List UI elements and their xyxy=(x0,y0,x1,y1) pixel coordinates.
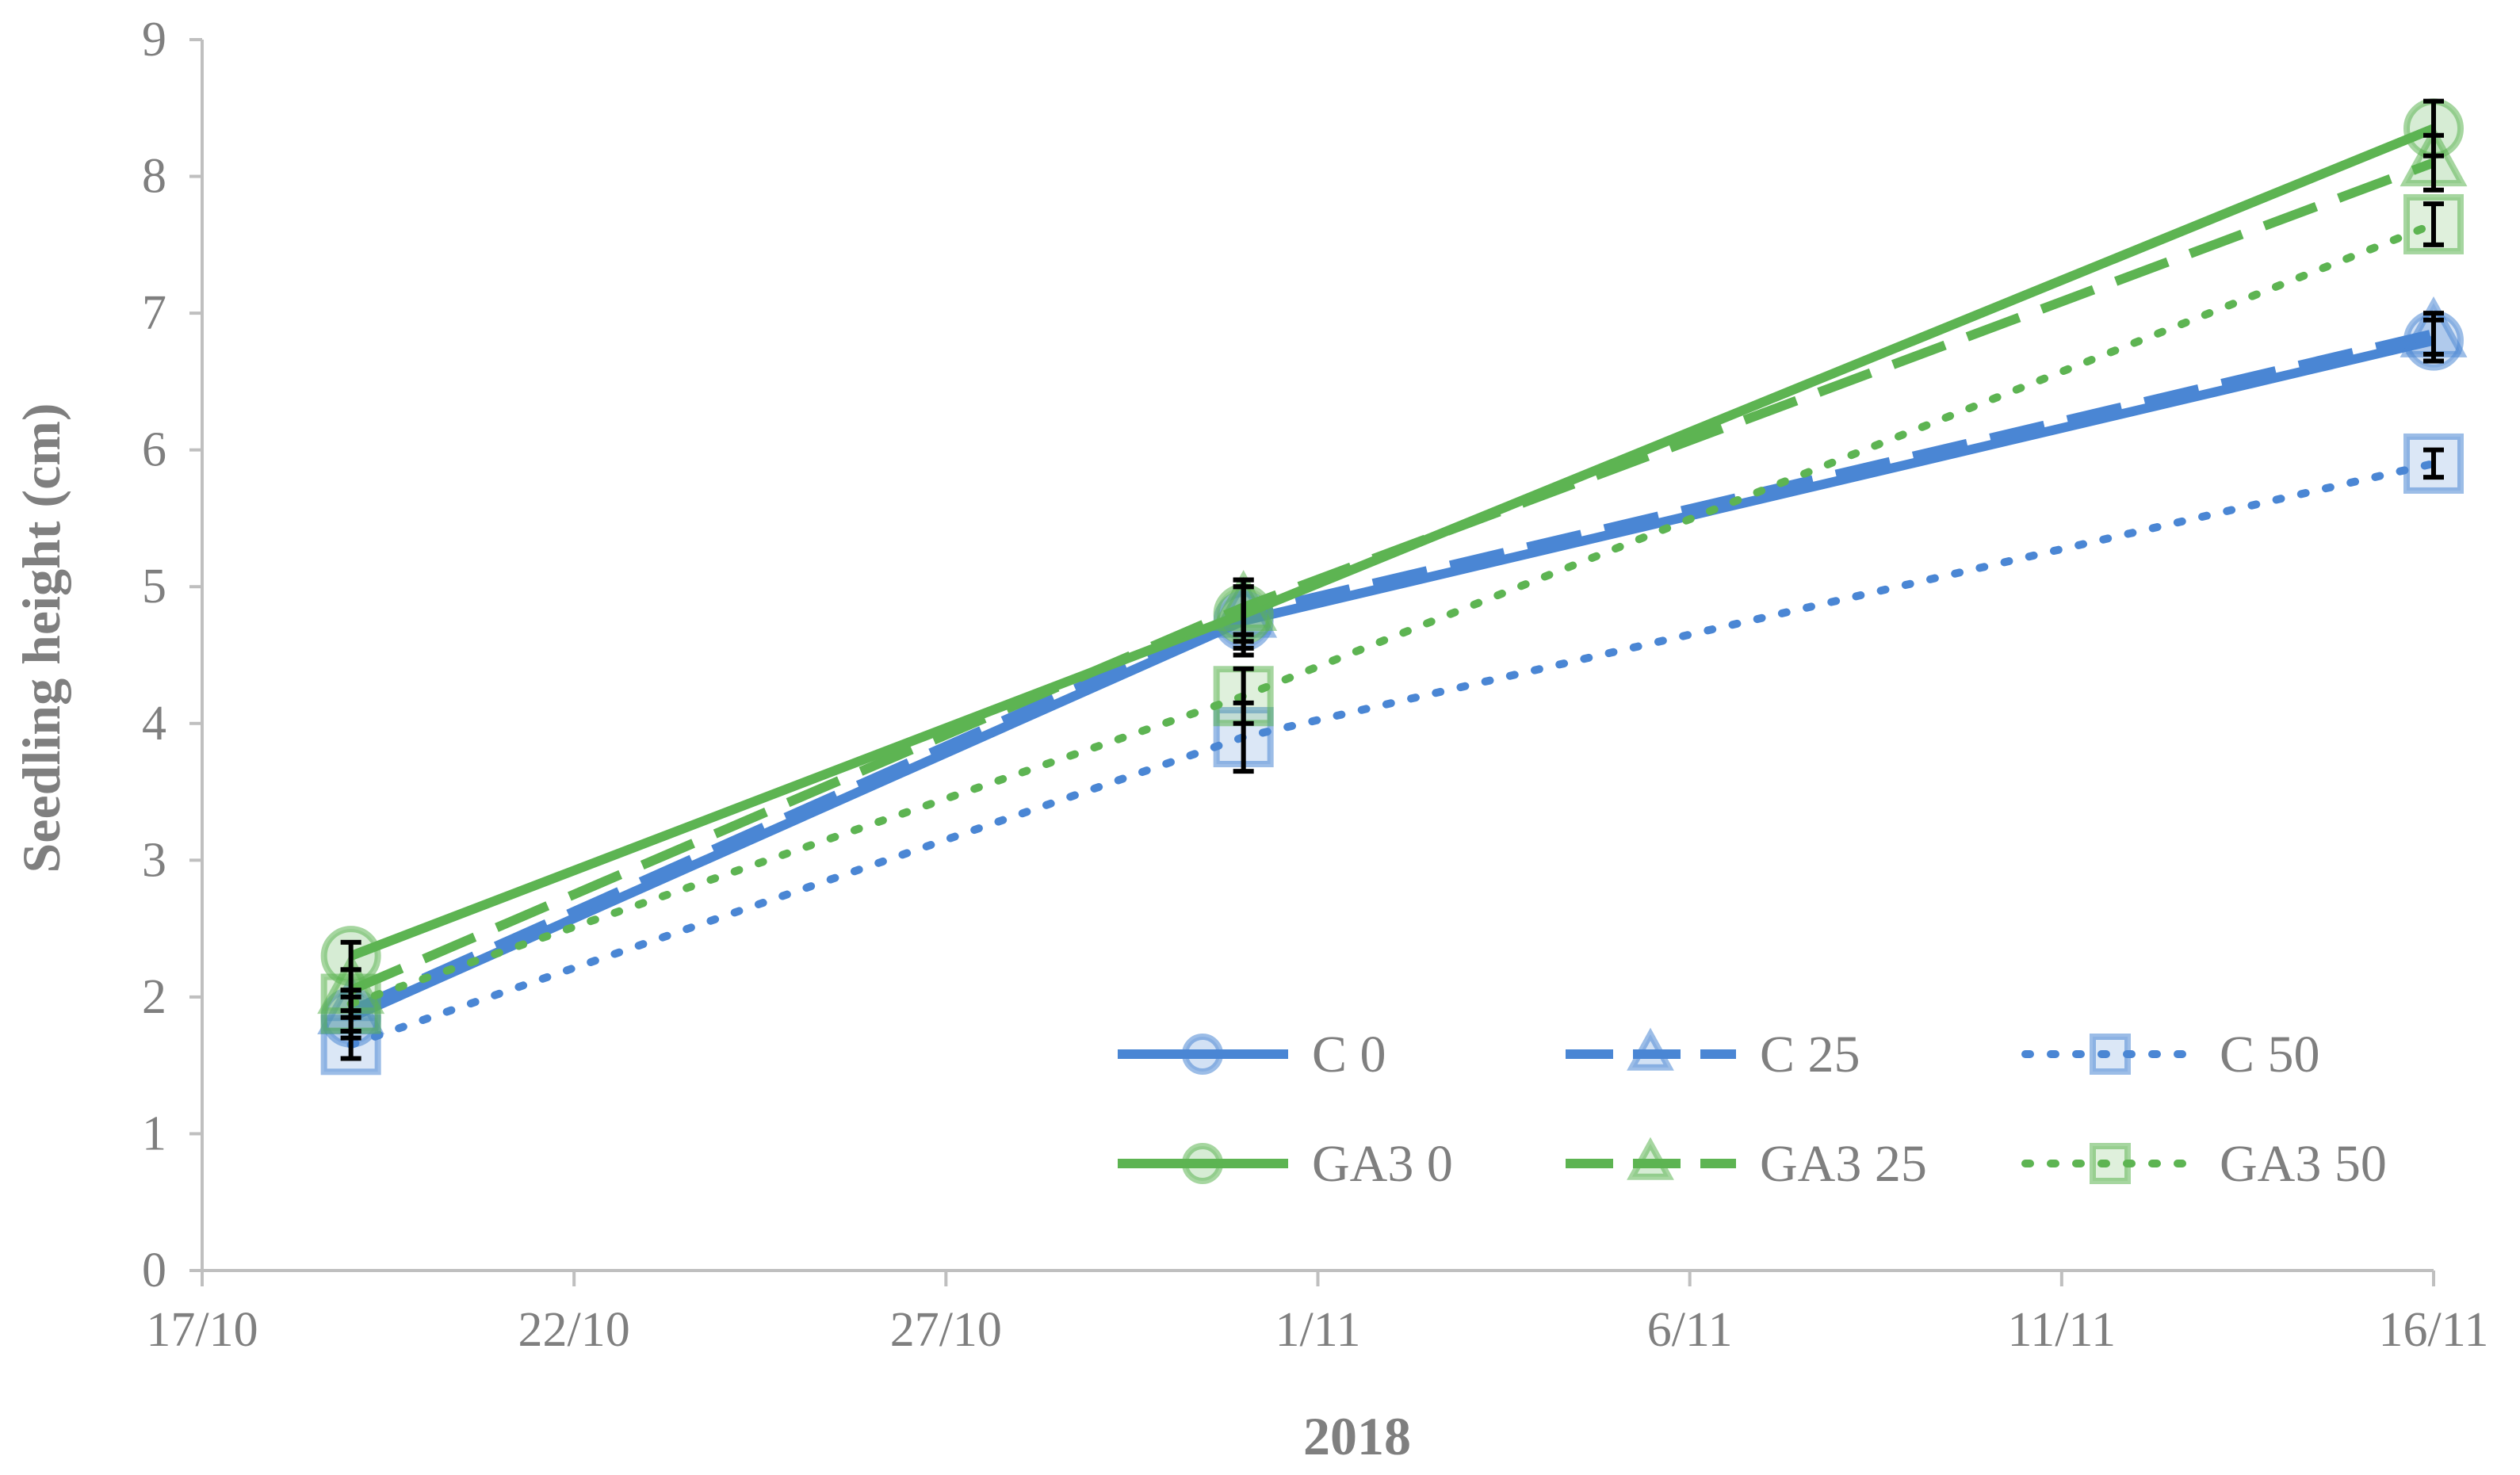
error-bar xyxy=(2423,311,2444,357)
x-tick-label: 17/10 xyxy=(146,1303,258,1357)
error-bar xyxy=(1233,577,1254,637)
legend-marker xyxy=(2090,1034,2131,1075)
legend-marker xyxy=(1182,1034,1223,1075)
x-axis-title: 2018 xyxy=(1303,1406,1411,1466)
series-line xyxy=(349,329,2435,1015)
series-layer xyxy=(317,98,2468,1076)
error-bar xyxy=(340,1029,361,1061)
legend-item: C 25 xyxy=(1566,1026,1860,1083)
y-tick-label: 7 xyxy=(142,286,166,340)
y-axis-title: Seedling height (cm) xyxy=(11,403,71,873)
axes: 0 1 2 3 4 5 6 7 8 9 17/10 22/10 27/10 1/11 6/11 11/11 16… xyxy=(142,13,2488,1357)
series-line xyxy=(349,335,2435,1022)
series-line xyxy=(349,124,2436,961)
legend-label: C 0 xyxy=(1312,1026,1386,1083)
legend-label: GA3 0 xyxy=(1312,1135,1453,1193)
y-tick-label: 6 xyxy=(142,423,166,477)
series-ga3-50 xyxy=(320,193,2464,1034)
legend-marker xyxy=(1182,1143,1223,1184)
legend-label: C 50 xyxy=(2220,1026,2320,1083)
legend-item: GA3 0 xyxy=(1118,1135,1453,1193)
y-tick-label: 1 xyxy=(142,1106,166,1160)
legend-marker xyxy=(1627,1137,1674,1180)
y-tick-label: 9 xyxy=(142,13,166,67)
x-tick-label: 16/11 xyxy=(2379,1303,2489,1357)
x-tick-label: 11/11 xyxy=(2008,1303,2117,1357)
y-tick-label: 3 xyxy=(142,833,166,887)
error-bar xyxy=(2423,447,2444,480)
legend-label: GA3 50 xyxy=(2220,1135,2387,1193)
y-tick-label: 0 xyxy=(142,1244,166,1297)
y-tick-label: 8 xyxy=(142,150,166,204)
legend-label: C 25 xyxy=(1760,1026,1860,1083)
x-tick-label: 22/10 xyxy=(518,1303,630,1357)
x-tick-label: 1/11 xyxy=(1275,1303,1361,1357)
error-bar xyxy=(1233,666,1254,726)
y-tick-label: 4 xyxy=(142,697,166,751)
legend-marker xyxy=(2090,1143,2131,1184)
legend-item: GA3 25 xyxy=(1566,1135,1927,1193)
y-tick-label: 2 xyxy=(142,970,166,1024)
errorbar-layer xyxy=(340,98,2444,1061)
error-bar xyxy=(2423,201,2444,247)
legend-item: C 0 xyxy=(1118,1026,1386,1083)
x-tick-label: 27/10 xyxy=(890,1303,1002,1357)
x-tick-label: 6/11 xyxy=(1647,1303,1733,1357)
legend-item: C 50 xyxy=(2021,1026,2320,1083)
series-c-50 xyxy=(320,433,2464,1076)
error-bar xyxy=(2423,132,2444,193)
legend-label: GA3 25 xyxy=(1760,1135,1927,1193)
legend-marker xyxy=(1627,1027,1674,1071)
error-bar xyxy=(340,988,361,1020)
series-line xyxy=(346,220,2438,1008)
legend-item: GA3 50 xyxy=(2021,1135,2387,1193)
y-tick-label: 5 xyxy=(142,560,166,613)
series-c-0 xyxy=(320,310,2464,1048)
series-ga3-0 xyxy=(320,98,2464,987)
legend: C 0 C 25 C 50 GA3 0 GA3 25 GA3 50 xyxy=(1118,1026,2387,1193)
